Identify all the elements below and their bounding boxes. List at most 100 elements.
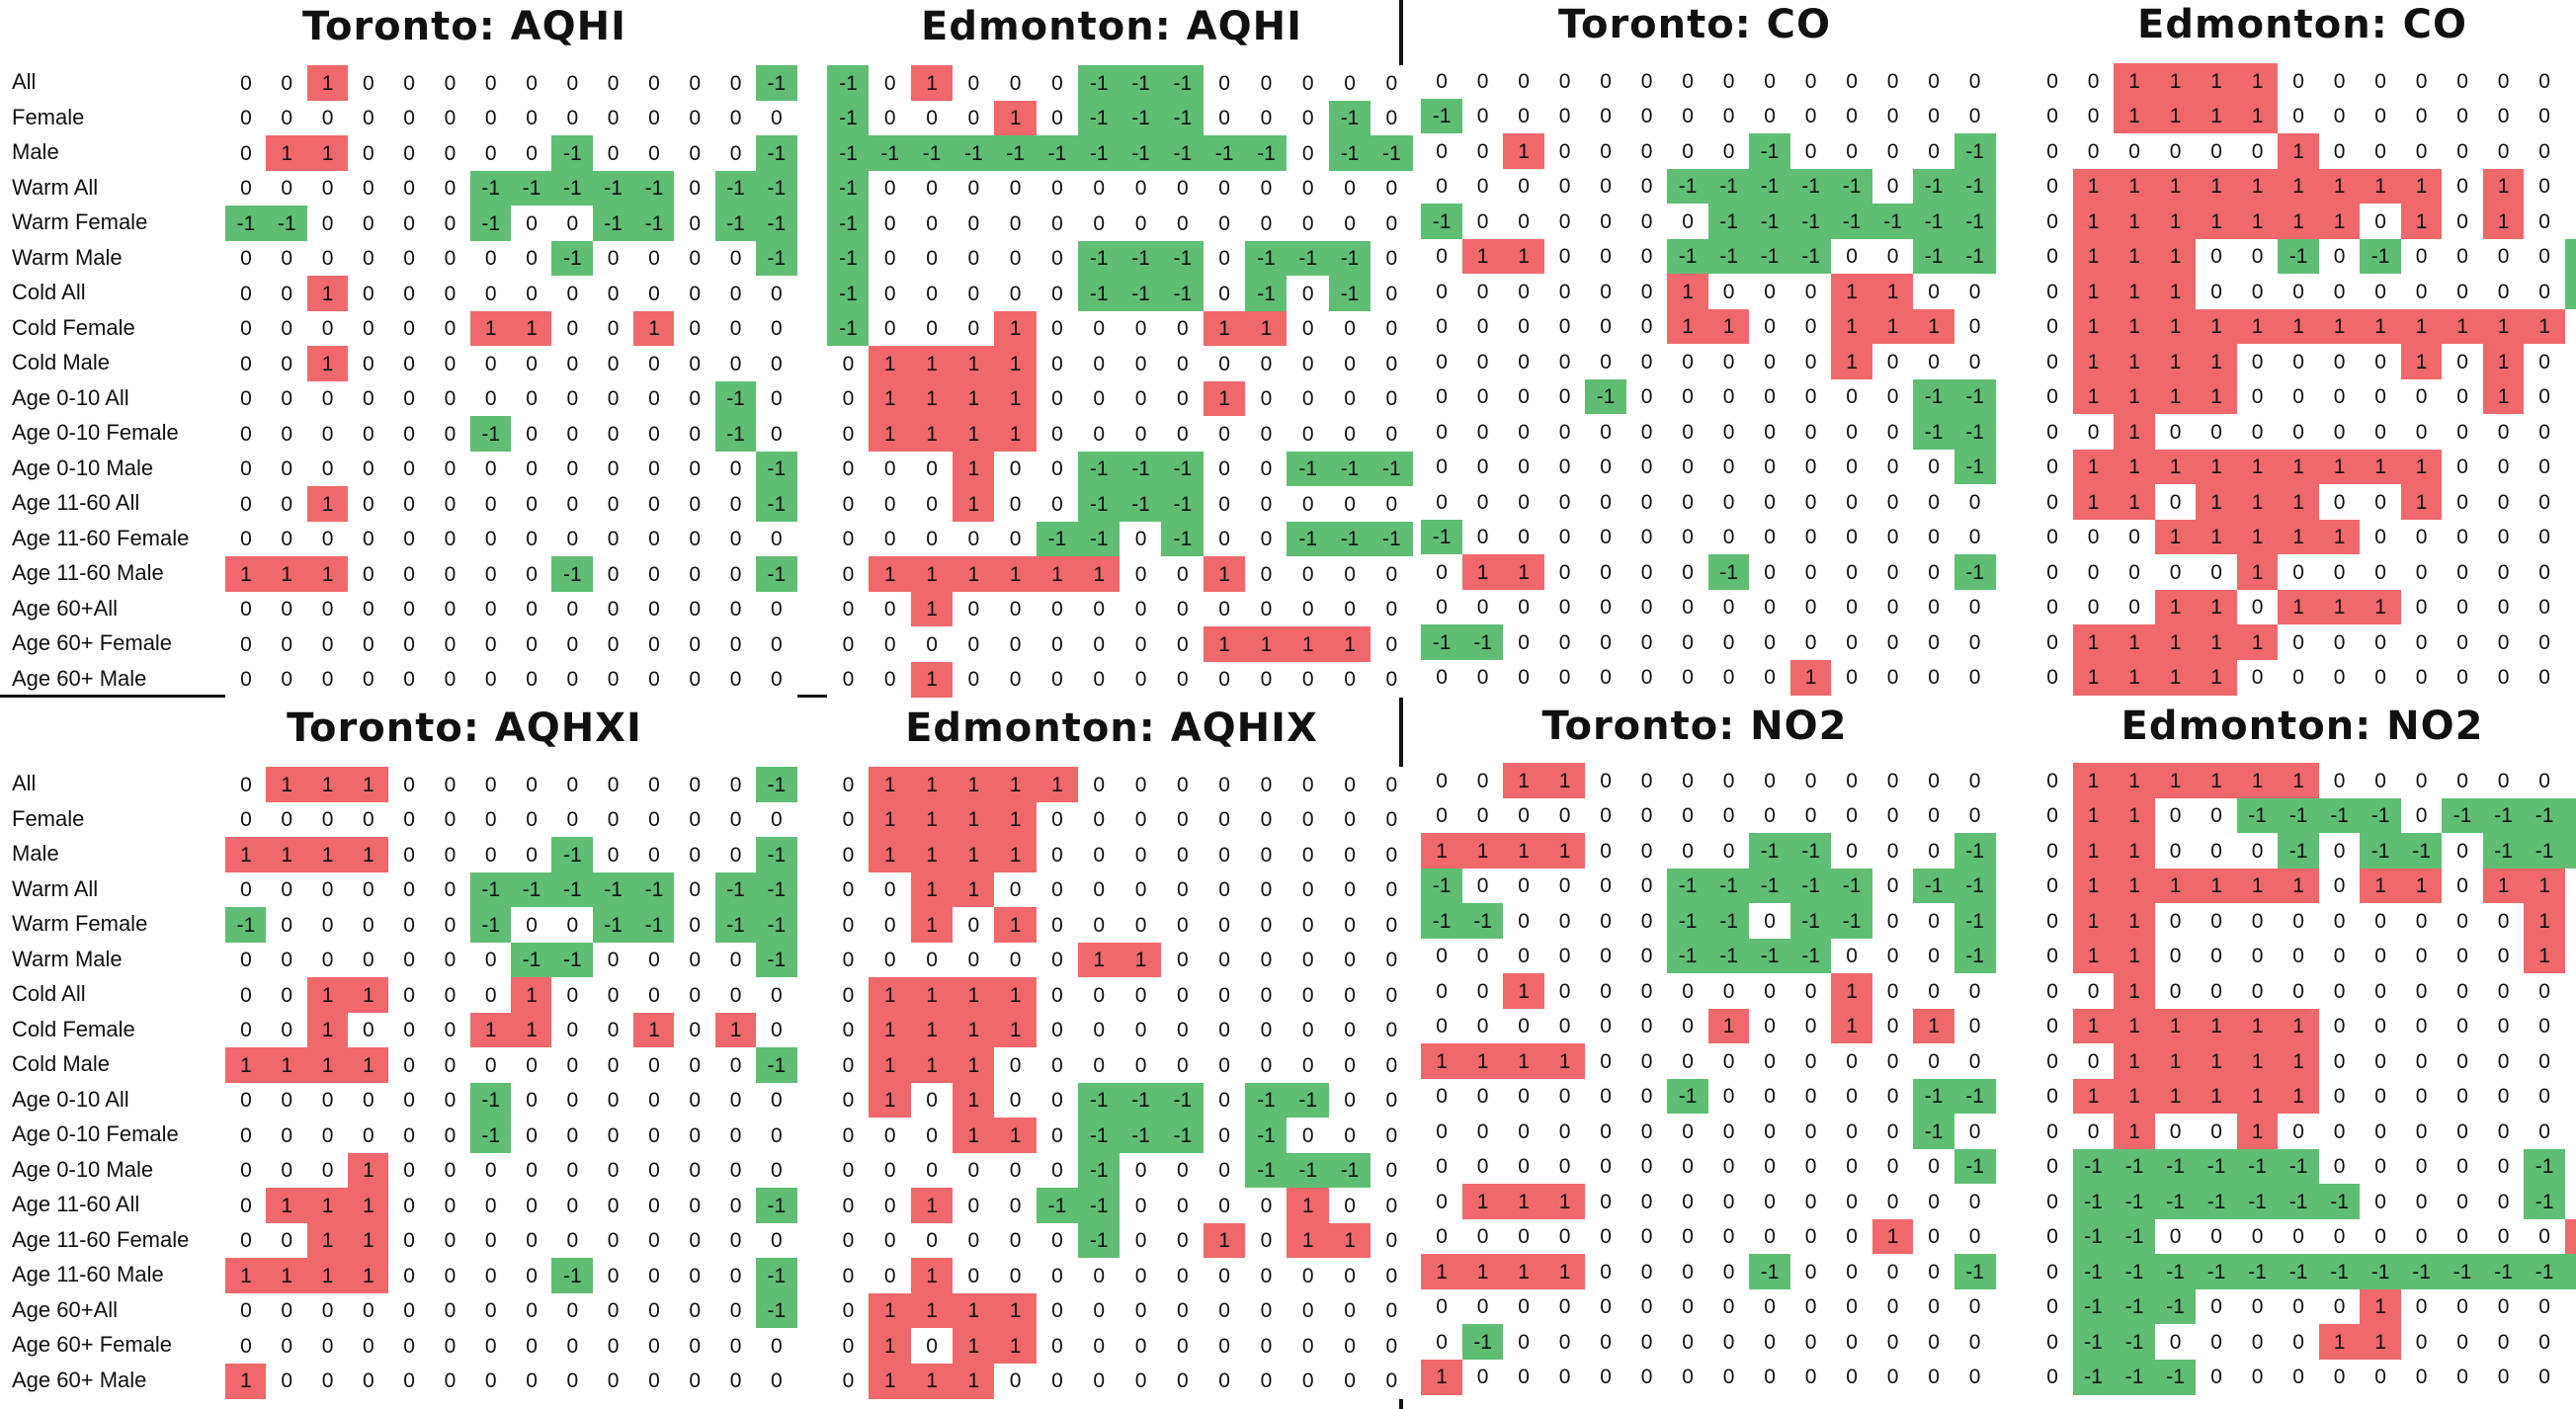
heatmap-cell: -1	[1161, 276, 1205, 312]
heatmap-cell: 0	[1461, 973, 1504, 1010]
heatmap-cell: 0	[469, 240, 512, 277]
heatmap-cell: 0	[755, 977, 797, 1014]
heatmap-cell: 1	[2236, 449, 2279, 485]
row-label: Age 0-10 All	[12, 1086, 129, 1112]
heatmap-cell: 0	[1370, 170, 1413, 207]
heatmap-cell: 0	[388, 907, 431, 944]
heatmap-cell: 1	[2360, 589, 2402, 625]
heatmap-cell: 0	[1585, 1078, 1627, 1115]
heatmap-cell: 0	[633, 626, 675, 663]
heatmap-cell: 0	[469, 65, 512, 102]
heatmap-cell: 0	[511, 276, 552, 312]
heatmap-cell: 0	[469, 837, 512, 873]
heatmap-cell: 0	[994, 276, 1038, 312]
heatmap-cell: -1	[2442, 797, 2484, 834]
heatmap-cell: 0	[469, 1292, 512, 1329]
heatmap-cell: 0	[551, 626, 594, 663]
heatmap-cell: 0	[1953, 519, 1996, 555]
heatmap-cell: 0	[1203, 346, 1246, 382]
heatmap-cell: 0	[633, 1328, 675, 1365]
heatmap-cell: 0	[1749, 1008, 1791, 1044]
heatmap-cell: -1	[1077, 521, 1121, 557]
heatmap-cell: 1	[910, 907, 954, 944]
heatmap-cell: 0	[633, 556, 675, 593]
heatmap-cell: 0	[2360, 378, 2402, 415]
heatmap-cell: 0	[1585, 1324, 1627, 1361]
heatmap-cell: 1	[2154, 1008, 2197, 1044]
heatmap-cell: 0	[2318, 903, 2361, 940]
heatmap-cell: 0	[2400, 1324, 2443, 1361]
heatmap-cell: 0	[2400, 624, 2443, 661]
heatmap-cell: 0	[469, 1222, 512, 1259]
heatmap-cell: 0	[1871, 1043, 1914, 1080]
heatmap-cell: 0	[2114, 589, 2156, 625]
heatmap-cell: 0	[1036, 451, 1079, 487]
heatmap-cell: 0	[1370, 100, 1413, 136]
heatmap-cell: 0	[2524, 344, 2566, 380]
heatmap-cell: 0	[1625, 1218, 1668, 1255]
heatmap-cell: 0	[429, 310, 471, 347]
heatmap-cell: 0	[551, 276, 594, 312]
heatmap-cell: 0	[633, 346, 675, 382]
heatmap-cell: 0	[1667, 1218, 1709, 1255]
heatmap-cell: 0	[2318, 98, 2361, 134]
heatmap-cell: 0	[1461, 308, 1504, 345]
heatmap-cell: 0	[2318, 833, 2361, 870]
heatmap-cell: 1	[1503, 1184, 1545, 1220]
heatmap-cell: 0	[1370, 801, 1413, 838]
heatmap-cell: -1	[1913, 414, 1955, 451]
heatmap-cell: 0	[469, 1188, 512, 1224]
heatmap-cell: 1	[2154, 1078, 2197, 1115]
heatmap-cell: 0	[266, 626, 308, 663]
heatmap-cell: 0	[1161, 591, 1205, 627]
heatmap-cell: 0	[1707, 1078, 1750, 1115]
heatmap-cell: 1	[1503, 833, 1545, 870]
heatmap-cell: 0	[827, 380, 870, 417]
heatmap-cell: -1	[1036, 521, 1079, 557]
heatmap-cell: 0	[1077, 310, 1121, 347]
heatmap-cell: 0	[2318, 1114, 2361, 1150]
heatmap-cell: 0	[2400, 238, 2443, 275]
heatmap-cell: 0	[1749, 1114, 1791, 1150]
heatmap-cell: 0	[551, 486, 594, 523]
heatmap-cell: 1	[2442, 308, 2484, 345]
heatmap-cell: 0	[225, 977, 267, 1014]
heatmap-cell: 0	[2442, 624, 2484, 661]
heatmap-cell: 0	[1625, 133, 1668, 170]
heatmap-cell: 0	[2442, 238, 2484, 275]
heatmap-cell: -1	[1953, 1078, 1996, 1115]
heatmap-cell: 0	[714, 346, 757, 382]
heatmap-cell: 1	[2318, 519, 2361, 555]
heatmap-cell: -1	[2564, 1254, 2576, 1290]
heatmap-cell: 0	[388, 380, 431, 417]
heatmap-cell: 0	[2114, 519, 2156, 555]
heatmap-cell: 1	[1421, 1254, 1463, 1290]
heatmap-cell: 1	[2196, 308, 2238, 345]
heatmap-cell: 0	[347, 1012, 389, 1048]
heatmap-cell: 0	[511, 346, 552, 382]
heatmap-cell: 0	[1667, 554, 1709, 591]
heatmap-cell: 0	[592, 1012, 634, 1048]
heatmap-cell: 1	[2072, 204, 2115, 240]
heatmap-cell: 0	[469, 100, 512, 136]
heatmap-cell: 0	[2318, 659, 2361, 696]
heatmap-cell: 1	[2154, 344, 2197, 380]
heatmap-cell: 0	[1585, 344, 1627, 380]
heatmap-cell: 0	[1871, 1324, 1914, 1361]
heatmap-cell: 0	[1585, 204, 1627, 240]
heatmap-cell: -1	[755, 1258, 797, 1294]
heatmap-cell: 0	[2032, 204, 2074, 240]
row-label: Warm All	[12, 875, 99, 901]
heatmap-cell: 0	[551, 346, 594, 382]
heatmap-cell: 0	[1503, 624, 1545, 661]
heatmap-cell: 0	[1543, 308, 1586, 345]
heatmap-cell: 0	[674, 1082, 716, 1119]
heatmap-cell: 0	[1161, 907, 1205, 944]
heatmap-cell: 0	[2032, 624, 2074, 661]
title-edmonton-no2: Edmonton: NO2	[2120, 704, 2484, 749]
heatmap-cell: 0	[592, 801, 634, 838]
heatmap-cell: 0	[1913, 63, 1955, 100]
heatmap-cell: 0	[910, 486, 954, 523]
heatmap-cell: 0	[827, 801, 870, 838]
heatmap-cell: 0	[2564, 1114, 2576, 1150]
